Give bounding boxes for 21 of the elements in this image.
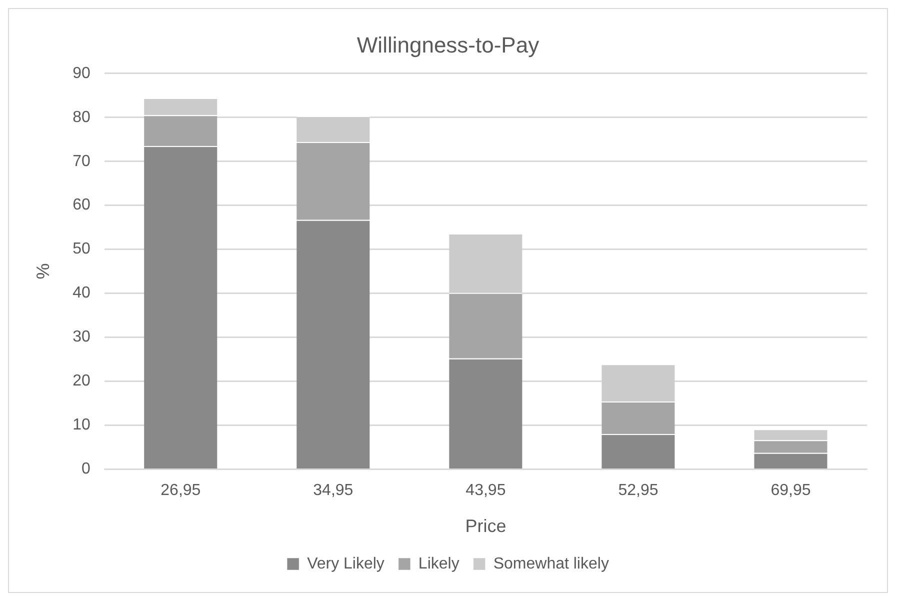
legend-label: Very Likely (307, 555, 384, 572)
y-tick-label: 0 (81, 460, 90, 478)
y-tick-label: 80 (72, 108, 90, 126)
y-tick-label: 90 (72, 64, 90, 82)
y-tick-label: 70 (72, 152, 90, 170)
y-axis-title: % (32, 263, 53, 280)
legend-label: Likely (418, 555, 460, 572)
y-tick-label: 10 (72, 416, 90, 434)
y-tick-label: 40 (72, 284, 90, 302)
x-tick-label: 69,95 (770, 482, 811, 500)
y-tick-label: 60 (72, 196, 90, 214)
y-tick-label: 20 (72, 372, 90, 390)
x-axis-title: Price (465, 516, 506, 536)
y-tick-label: 50 (72, 240, 90, 258)
y-tick-label: 30 (72, 328, 90, 346)
chart-title: Willingness-to-Pay (356, 32, 540, 58)
x-tick-label: 34,95 (313, 482, 354, 500)
x-tick-label: 52,95 (618, 482, 658, 500)
x-tick-label: 43,95 (466, 482, 506, 500)
legend-label: Somewhat likely (493, 555, 609, 572)
x-tick-label: 26,95 (160, 482, 201, 500)
